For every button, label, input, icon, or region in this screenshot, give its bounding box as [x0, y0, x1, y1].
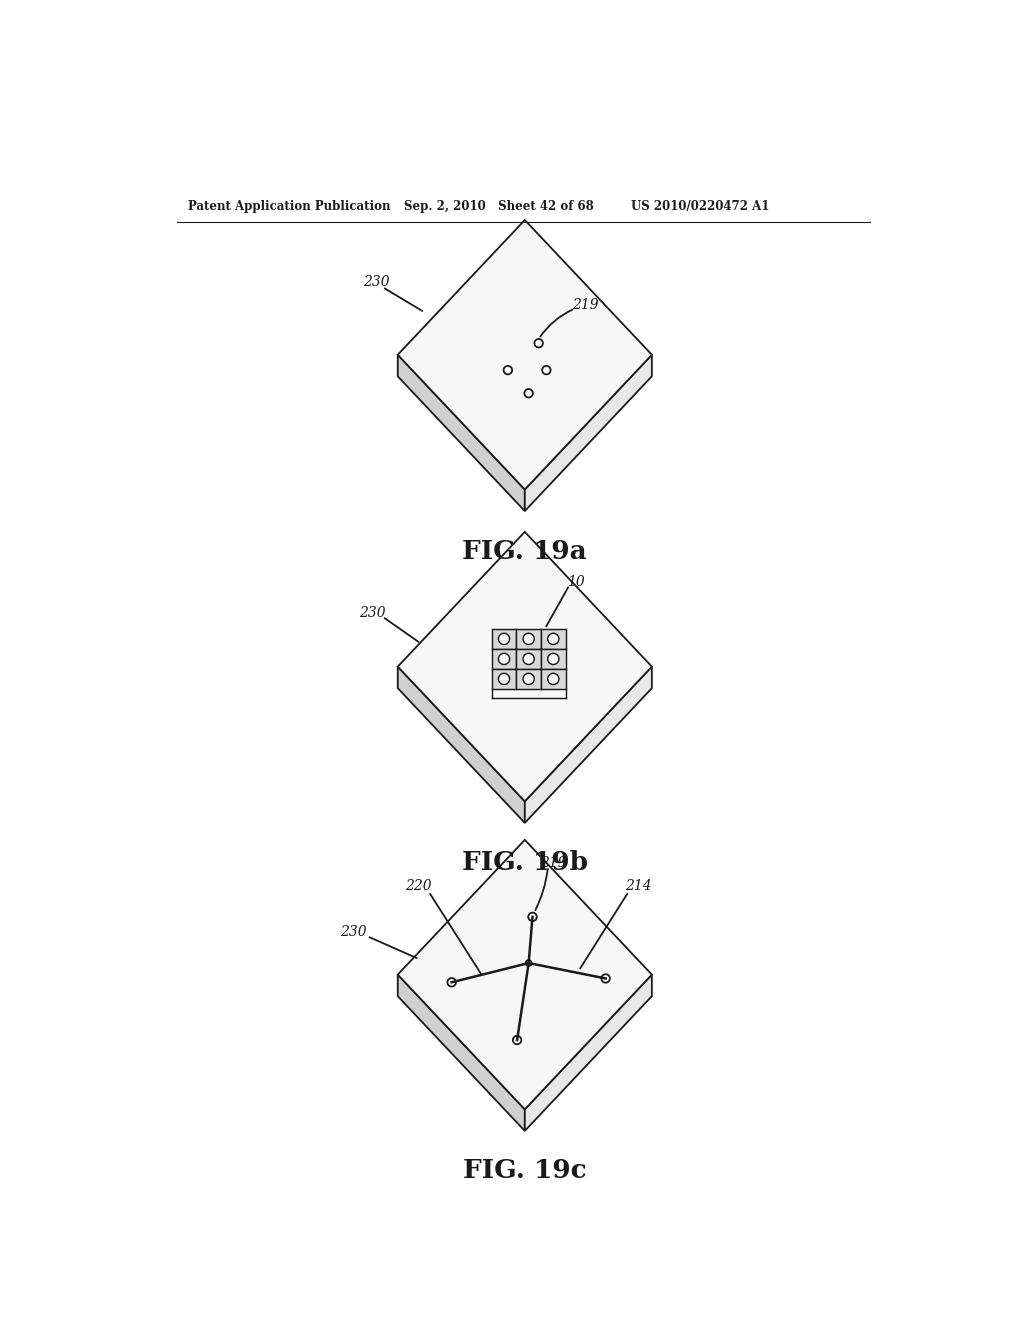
Text: 230: 230: [364, 275, 390, 289]
Circle shape: [523, 653, 535, 664]
Text: FIG. 19a: FIG. 19a: [463, 539, 587, 564]
Text: 220: 220: [406, 879, 432, 894]
Circle shape: [525, 960, 531, 966]
Circle shape: [528, 912, 537, 921]
Bar: [516, 628, 541, 649]
Bar: [492, 628, 516, 649]
Bar: [541, 669, 565, 689]
Text: 219: 219: [572, 298, 599, 312]
Text: FIG. 19b: FIG. 19b: [462, 850, 588, 875]
Polygon shape: [397, 840, 652, 1109]
Text: Patent Application Publication: Patent Application Publication: [188, 201, 391, 214]
Bar: [541, 649, 565, 669]
Polygon shape: [397, 974, 524, 1131]
Text: Sep. 2, 2010   Sheet 42 of 68: Sep. 2, 2010 Sheet 42 of 68: [403, 201, 594, 214]
Circle shape: [542, 366, 551, 375]
Text: FIG. 19c: FIG. 19c: [463, 1159, 587, 1184]
Polygon shape: [397, 355, 524, 511]
Circle shape: [548, 673, 559, 685]
Circle shape: [601, 974, 610, 982]
Text: 214: 214: [625, 879, 651, 894]
Bar: [516, 649, 541, 669]
Bar: [516, 669, 541, 689]
Text: 219: 219: [541, 855, 567, 870]
Polygon shape: [524, 667, 652, 822]
Circle shape: [535, 339, 543, 347]
Circle shape: [523, 634, 535, 644]
Text: 230: 230: [340, 925, 367, 940]
Circle shape: [447, 978, 456, 986]
Polygon shape: [397, 220, 652, 490]
Text: 230: 230: [359, 606, 386, 619]
Circle shape: [523, 673, 535, 685]
Circle shape: [548, 634, 559, 644]
Bar: [541, 628, 565, 649]
Circle shape: [499, 653, 510, 664]
Circle shape: [513, 1036, 521, 1044]
Text: 10: 10: [567, 576, 585, 589]
Text: US 2010/0220472 A1: US 2010/0220472 A1: [631, 201, 769, 214]
Circle shape: [504, 366, 512, 375]
Circle shape: [524, 389, 532, 397]
Polygon shape: [397, 532, 652, 801]
Polygon shape: [524, 355, 652, 511]
Circle shape: [499, 673, 510, 685]
Circle shape: [548, 653, 559, 664]
Circle shape: [499, 634, 510, 644]
Polygon shape: [397, 667, 524, 822]
Polygon shape: [524, 974, 652, 1131]
Bar: [492, 669, 516, 689]
Bar: [492, 649, 516, 669]
